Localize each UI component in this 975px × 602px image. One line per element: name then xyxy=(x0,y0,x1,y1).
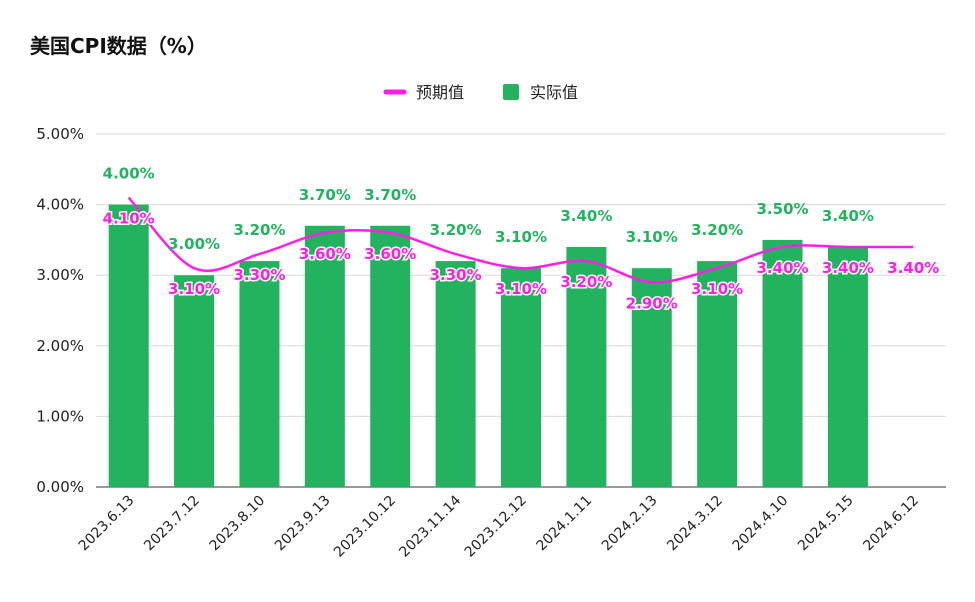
bar-actual xyxy=(239,261,280,487)
x-tick-label: 2023.7.12 xyxy=(141,493,203,555)
expected-data-label: 2.90% xyxy=(626,294,678,312)
expected-data-label: 3.10% xyxy=(168,280,220,298)
x-tick-label: 2023.6.13 xyxy=(76,493,138,555)
actual-data-label: 3.10% xyxy=(626,228,678,246)
actual-data-label: 3.10% xyxy=(495,228,547,246)
x-tick-label: 2024.1.11 xyxy=(534,493,596,555)
actual-data-label: 4.00% xyxy=(103,165,155,183)
chart-title: 美国CPI数据（%） xyxy=(30,34,207,58)
expected-data-label: 3.40% xyxy=(887,259,939,277)
expected-data-label: 3.30% xyxy=(233,266,285,284)
bar-actual xyxy=(566,246,607,487)
y-tick-label: 4.00% xyxy=(36,196,84,214)
expected-data-label: 3.40% xyxy=(822,259,874,277)
y-tick-label: 3.00% xyxy=(36,266,84,284)
actual-data-label: 3.20% xyxy=(691,221,743,239)
expected-data-label: 4.10% xyxy=(103,210,155,228)
bar-actual xyxy=(174,275,215,487)
legend-actual-label: 实际值 xyxy=(530,83,578,102)
x-tick-label: 2024.2.13 xyxy=(599,493,661,555)
bar-actual xyxy=(304,225,345,487)
x-tick-label: 2023.8.10 xyxy=(207,493,269,555)
expected-data-label: 3.40% xyxy=(757,259,809,277)
x-tick-label: 2024.5.15 xyxy=(795,493,857,555)
x-axis-ticks: 2023.6.13 2023.7.12 2023.8.10 2023.9.132023… xyxy=(76,492,922,560)
x-tick-label: 2023.10.12 xyxy=(331,493,399,561)
bar-actual xyxy=(370,225,411,487)
y-tick-label: 0.00% xyxy=(36,478,84,496)
expected-line xyxy=(127,196,914,284)
legend-expected-label: 预期值 xyxy=(416,83,464,102)
actual-data-label: 3.70% xyxy=(299,186,351,204)
expected-data-label: 3.60% xyxy=(299,245,351,263)
y-axis-ticks: 0.00% 1.00% 2.00% 3.00% 4.00% 5.00% xyxy=(36,125,84,496)
x-tick-label: 2023.9.13 xyxy=(272,493,334,555)
actual-data-label: 3.00% xyxy=(168,235,220,253)
bar-actual xyxy=(827,246,868,487)
actual-data-label: 3.70% xyxy=(364,186,416,204)
legend-actual-swatch xyxy=(503,84,519,100)
y-tick-label: 1.00% xyxy=(36,407,84,425)
expected-series-line xyxy=(127,196,914,284)
bars xyxy=(108,204,868,487)
expected-data-label: 3.20% xyxy=(560,273,612,291)
x-tick-label: 2023.11.14 xyxy=(396,492,464,560)
legend: 预期值 实际值 xyxy=(383,83,578,102)
data-labels: 4.00% 3.00% 3.20% 3.70% 3.70% 3.20% 3.10% 3.40%… xyxy=(101,165,941,314)
x-tick-label: 2023.12.12 xyxy=(462,493,530,561)
bar-actual xyxy=(697,261,738,487)
x-tick-label: 2024.3.12 xyxy=(664,493,726,555)
bar-actual xyxy=(435,261,476,487)
x-tick-label: 2024.4.10 xyxy=(730,493,792,555)
actual-data-label: 3.50% xyxy=(757,200,809,218)
actual-data-label: 3.40% xyxy=(822,207,874,225)
expected-data-label: 3.30% xyxy=(430,266,482,284)
actual-data-label: 3.20% xyxy=(430,221,482,239)
bar-actual xyxy=(762,239,803,487)
x-tick-label: 2024.6.12 xyxy=(860,493,922,555)
actual-data-label: 3.40% xyxy=(560,207,612,225)
y-tick-label: 2.00% xyxy=(36,337,84,355)
bar-actual xyxy=(631,268,672,487)
expected-data-label: 3.10% xyxy=(691,280,743,298)
expected-data-label: 3.60% xyxy=(364,245,416,263)
bar-actual xyxy=(108,204,149,487)
expected-data-label: 3.10% xyxy=(495,280,547,298)
y-tick-label: 5.00% xyxy=(36,125,84,143)
bar-actual xyxy=(501,268,541,487)
actual-data-label: 3.20% xyxy=(233,221,285,239)
